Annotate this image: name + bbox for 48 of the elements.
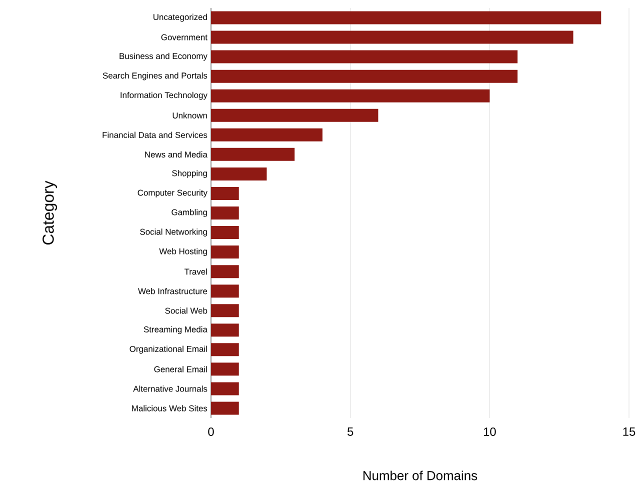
bar [211,265,239,278]
bar [211,11,602,24]
y-tick-label: Uncategorized [154,14,207,22]
y-tick-label: Organizational Email [130,346,207,354]
bar [211,148,295,161]
bar [211,167,267,180]
x-tick-label: 10 [484,428,496,436]
bar [211,284,239,298]
bar [211,30,574,44]
bar [211,89,490,102]
y-tick-label: Government [161,34,208,40]
bar [211,226,239,240]
y-tick-label: Shopping [172,170,207,178]
y-tick-label: Alternative Journals [133,386,208,392]
y-tick-label: News and Media [145,151,208,158]
y-tick-label: Social Networking [140,228,207,236]
y-tick-label: Web Infrastructure [138,288,208,294]
x-tick-label: 5 [348,428,354,436]
y-tick-label: Travel [184,268,207,275]
y-tick-label: Web Hosting [159,248,207,256]
y-tick-label: Business and Economy [120,52,208,61]
y-tick-label: Gambling [172,209,207,217]
bar [211,246,239,259]
bar [211,304,239,318]
bar [211,70,518,83]
bar [211,128,322,142]
bar [211,402,239,415]
bar [211,50,518,64]
bar [211,324,239,337]
y-tick-label: Search Engines and Portals [102,72,208,80]
y-tick-label: Social Web [165,307,208,314]
y-tick-label: General Email [154,366,207,372]
bar [211,186,239,200]
bar [211,206,239,220]
bar [211,108,378,122]
x-axis-title: Number of Domains [363,470,478,480]
y-tick-label: Financial Data and Services [102,132,208,138]
y-tick-label: Malicious Web Sites [132,405,208,412]
bar [211,343,239,356]
y-tick-label: Unknown [172,112,207,118]
bar [211,362,239,376]
x-tick-label: 15 [623,428,636,436]
y-tick-label: Streaming Media [144,326,208,334]
bar [211,382,239,396]
y-tick-label: Information Technology [120,92,208,100]
y-tick-label: Computer Security [138,190,208,198]
x-tick-label: 0 [208,428,214,436]
y-axis-title: Category [42,180,58,245]
